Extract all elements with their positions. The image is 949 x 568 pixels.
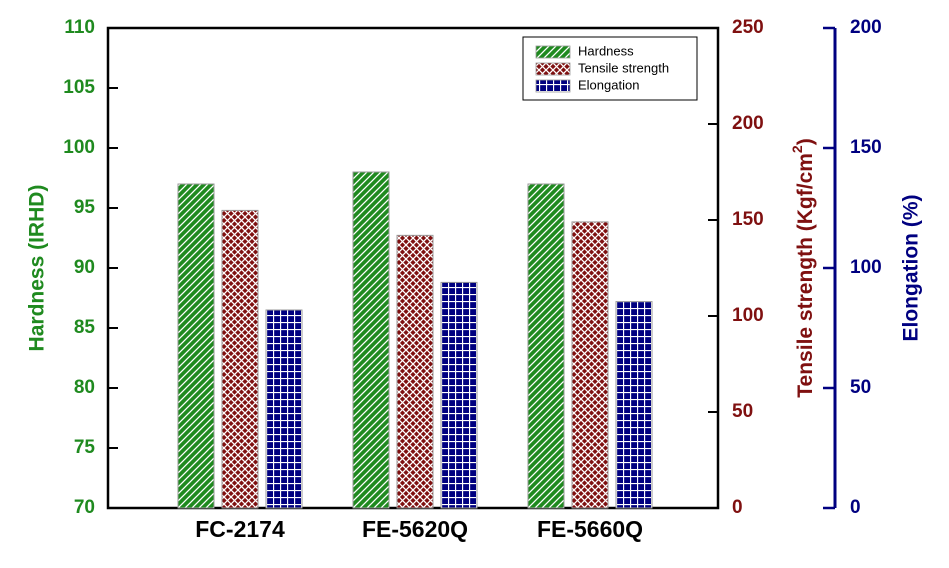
bar — [177, 183, 215, 509]
bar — [527, 183, 565, 509]
y-tick-label: 95 — [74, 197, 96, 218]
y3-tick-label: 100 — [850, 257, 882, 278]
y-tick-label: 90 — [74, 257, 95, 278]
y2-tick-label: 250 — [732, 17, 764, 38]
y2-axis-label-part: ) — [794, 138, 817, 145]
y2-tick-label: 50 — [732, 401, 753, 422]
bar — [265, 309, 303, 509]
bar — [571, 221, 609, 509]
bar — [440, 281, 478, 509]
bar — [352, 171, 390, 509]
y3-tick-label: 200 — [850, 17, 882, 38]
y-tick-label: 110 — [64, 17, 95, 38]
y2-tick-label: 200 — [732, 113, 764, 134]
y2-tick-label: 150 — [732, 209, 764, 230]
y2-tick-label: 100 — [732, 305, 764, 326]
y-tick-label: 105 — [63, 77, 95, 98]
x-tick-label: FE-5660Q — [537, 516, 643, 542]
legend-swatch — [535, 79, 571, 93]
x-tick-label: FC-2174 — [195, 516, 285, 542]
x-tick-label: FE-5620Q — [362, 516, 468, 542]
y2-axis-label: Tensile strength (Kgf/cm2) — [789, 138, 817, 397]
y-tick-label: 100 — [63, 137, 95, 158]
y-tick-label: 80 — [74, 377, 95, 398]
y2-tick-label: 0 — [732, 497, 743, 518]
bar — [615, 301, 653, 509]
y3-axis-label: Elongation (%) — [900, 195, 923, 342]
y-tick-label: 75 — [74, 437, 96, 458]
y3-tick-label: 50 — [850, 377, 871, 398]
y2-axis-label-part: Tensile strength (Kgf/cm — [794, 153, 817, 398]
legend-swatch — [535, 62, 571, 76]
bar — [396, 234, 434, 509]
y2-axis-label-part: 2 — [789, 145, 805, 153]
bar — [221, 209, 259, 509]
y-tick-label: 85 — [74, 317, 96, 338]
legend-label: Tensile strength — [578, 60, 669, 75]
y3-tick-label: 150 — [850, 137, 882, 158]
y-tick-label: 70 — [74, 497, 95, 518]
legend-label: Elongation — [578, 77, 639, 92]
legend-swatch — [535, 45, 571, 59]
y-axis-label: Hardness (IRHD) — [26, 185, 49, 352]
legend-label: Hardness — [578, 43, 634, 58]
y3-tick-label: 0 — [850, 497, 861, 518]
